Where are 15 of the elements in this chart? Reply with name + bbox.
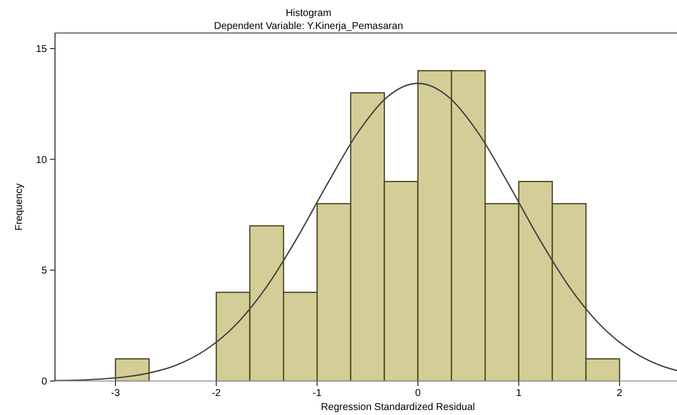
- x-tick-label: 0: [415, 388, 422, 399]
- y-tick-label: 5: [41, 266, 48, 277]
- x-tick-label: 1: [516, 388, 522, 399]
- x-axis-title: Regression Standardized Residual: [320, 402, 475, 413]
- x-tick-label: -3: [111, 388, 120, 399]
- y-tick-label: 10: [36, 154, 48, 166]
- y-tick-label: 0: [41, 376, 48, 388]
- line-series: [54, 82, 677, 382]
- x-tick-label: -1: [312, 388, 322, 399]
- y-tick-label: 15: [36, 44, 48, 56]
- x-tick-label: 2: [616, 388, 623, 399]
- x-tick-label: -2: [212, 388, 222, 399]
- chart-subtitle: Dependent Variable: Y.Kinerja_Pemasaran: [214, 21, 404, 32]
- chart-title: Histogram: [286, 8, 332, 19]
- y-axis-title: Frequency: [14, 183, 25, 231]
